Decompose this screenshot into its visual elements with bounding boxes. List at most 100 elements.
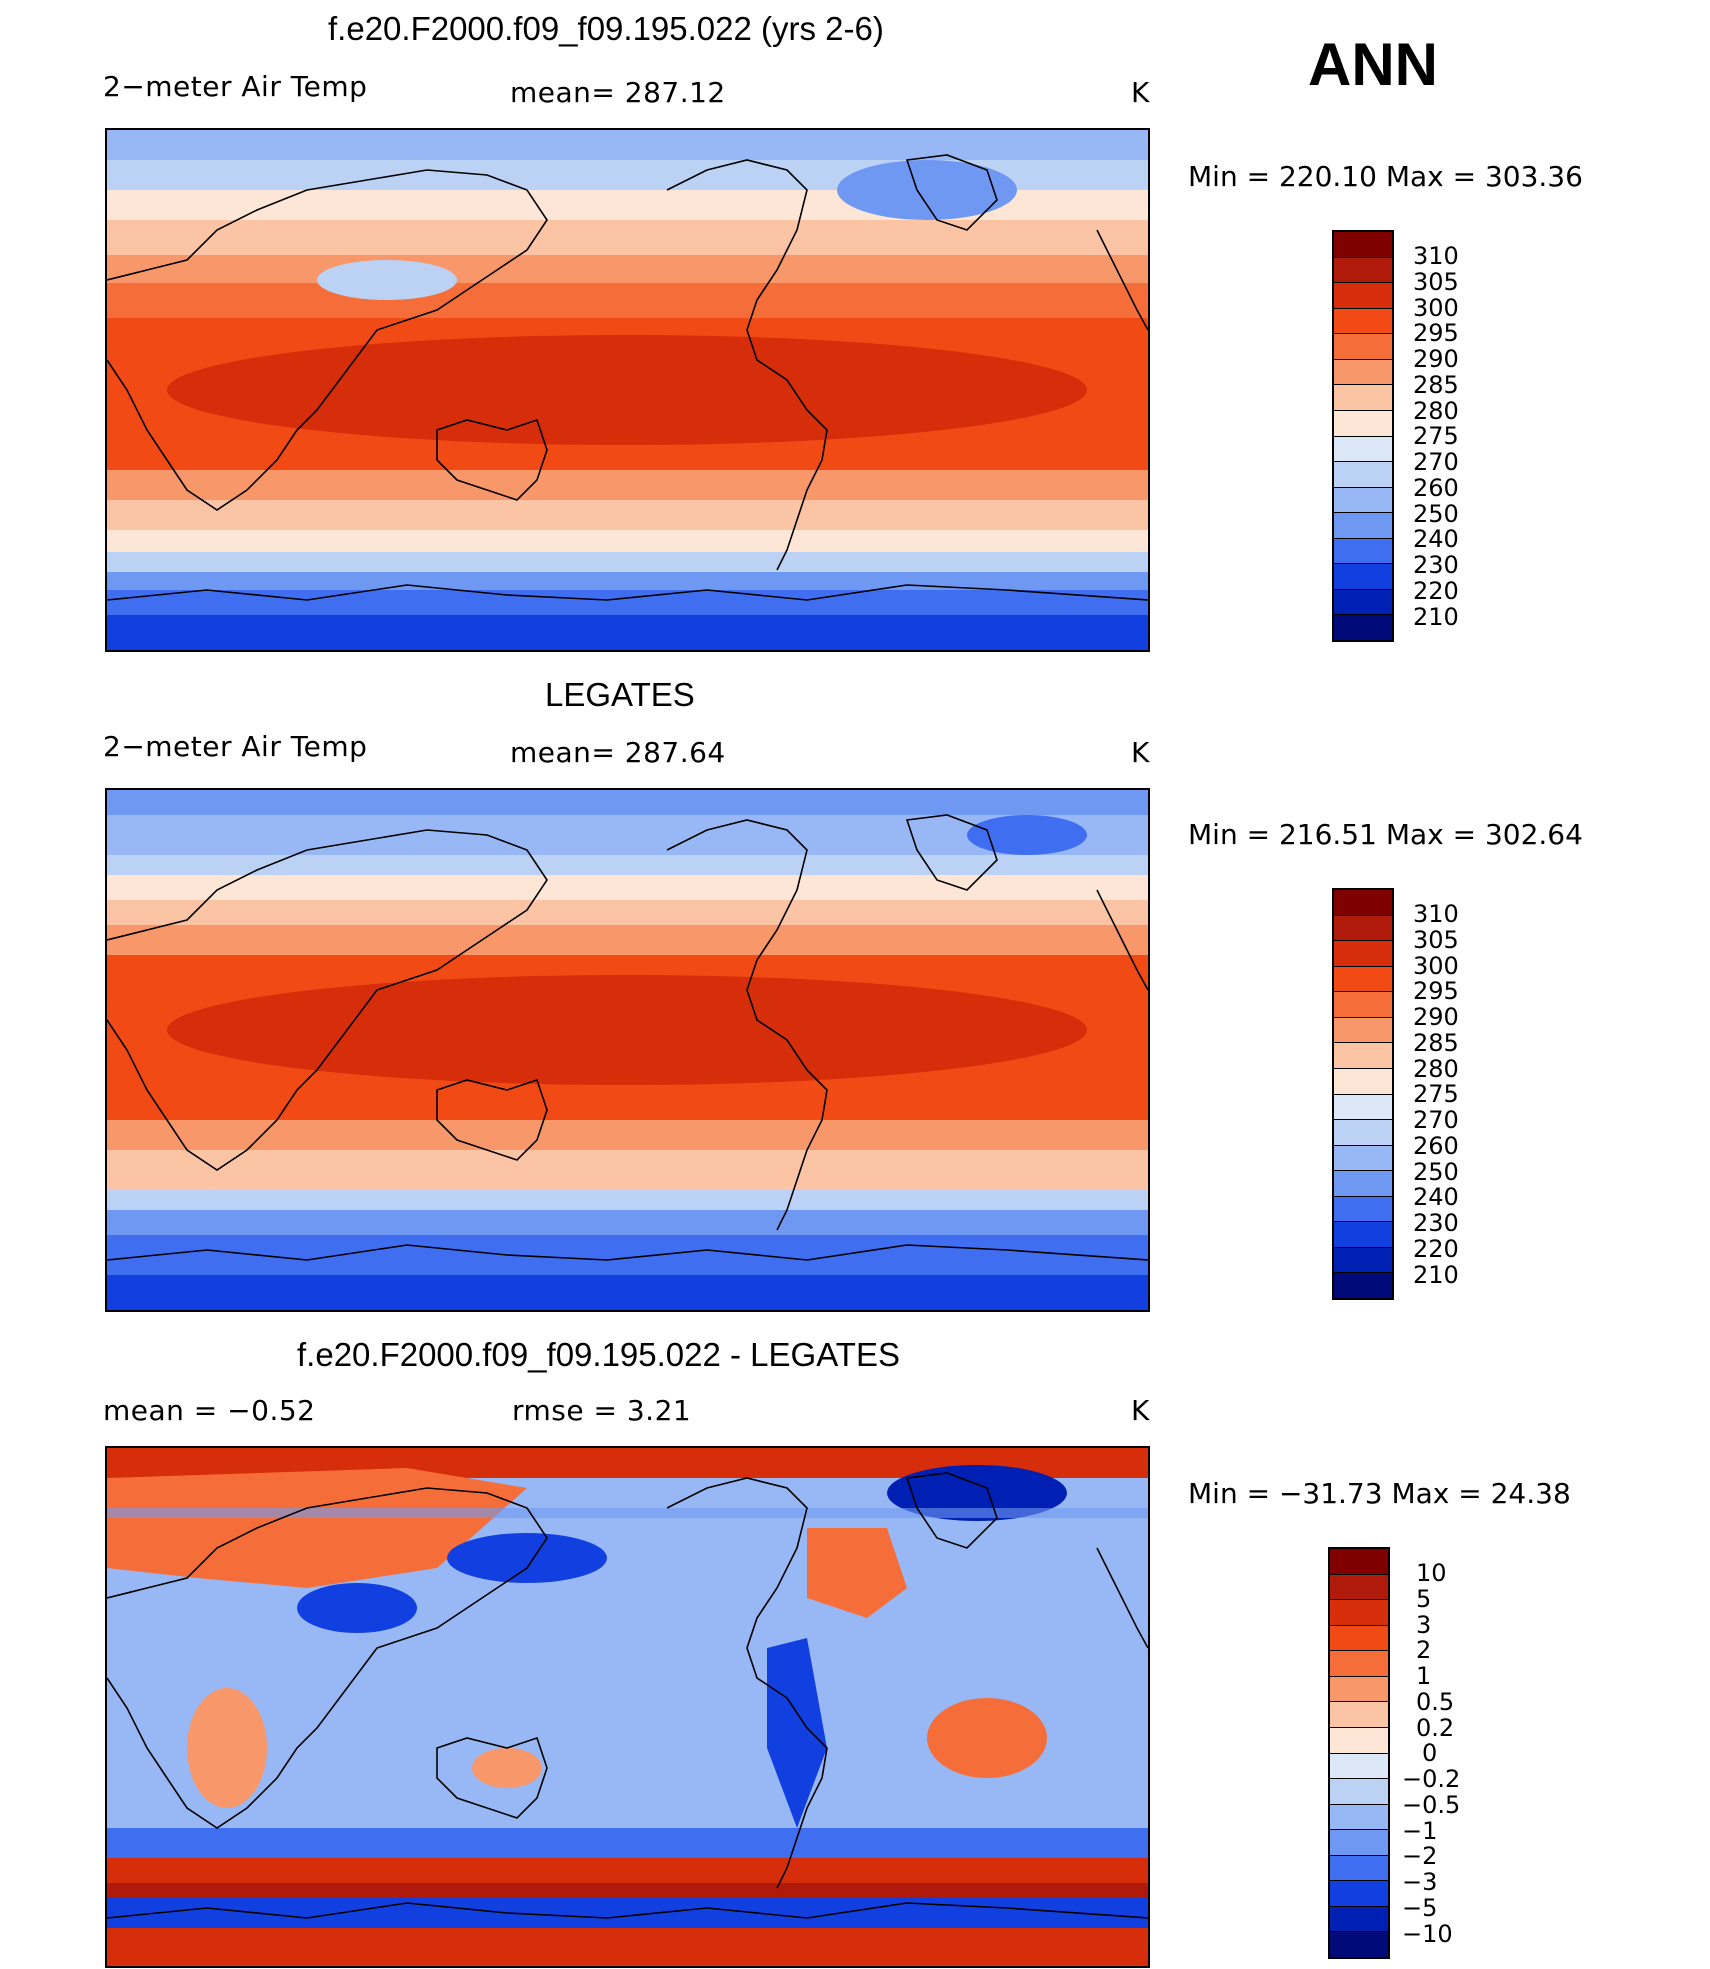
colorbar-label: 310 — [1413, 900, 1459, 928]
panel-3-greenland-cold — [887, 1465, 1067, 1521]
colorbar-segment — [1334, 1222, 1392, 1248]
colorbar-segment — [1334, 359, 1392, 386]
colorbar-label: 250 — [1413, 500, 1459, 528]
panel-1-minmax: Min = 220.10 Max = 303.36 — [1188, 160, 1583, 193]
panel-2-antarctic-interior — [107, 1275, 1148, 1310]
colorbar-segment — [1330, 1727, 1388, 1754]
panel-1-antarctic-interior — [107, 615, 1148, 650]
panel-3-map — [105, 1446, 1150, 1968]
colorbar-label: 1 — [1416, 1662, 1432, 1690]
panel-1-tibet-cool — [317, 260, 457, 300]
panel-3-mean-label: mean = −0.52 — [103, 1394, 316, 1427]
panel-2-map-svg — [107, 790, 1148, 1310]
panel-1-greenland-cool — [837, 160, 1017, 220]
colorbar-segment — [1334, 538, 1392, 565]
colorbar-segment — [1334, 1273, 1392, 1298]
colorbar-segment — [1334, 615, 1392, 640]
panel-3-africa-warm — [187, 1688, 267, 1808]
panel-3-southern-warm-band — [107, 1858, 1148, 1883]
colorbar-label: 2 — [1416, 1636, 1432, 1664]
panel-3-samerica-warm — [927, 1698, 1047, 1778]
panel-1-map-svg — [107, 130, 1148, 650]
panel-3-namerica-warm — [807, 1528, 907, 1618]
colorbar-segment — [1334, 436, 1392, 463]
colorbar-segment — [1330, 1906, 1388, 1933]
panel-1-north-mid-band — [107, 220, 1148, 255]
colorbar-label: 305 — [1413, 268, 1459, 296]
colorbar-label: 280 — [1413, 1055, 1459, 1083]
colorbar-label: 295 — [1413, 977, 1459, 1005]
colorbar-segment — [1334, 1120, 1392, 1146]
colorbar-segment — [1334, 1171, 1392, 1197]
panel-3-colorbar-labels: 10 5 3 2 1 0.5 0.2 0 −0.2 −0.5 −1 −2 −3 … — [1402, 1547, 1502, 1959]
colorbar-segment — [1334, 1017, 1392, 1044]
colorbar-segment — [1334, 890, 1392, 916]
panel-2-title: LEGATES — [545, 676, 695, 713]
panel-3-map-svg — [107, 1448, 1148, 1966]
colorbar-segment — [1334, 915, 1392, 942]
colorbar-segment — [1330, 1881, 1388, 1907]
colorbar-label: 305 — [1413, 926, 1459, 954]
colorbar-segment — [1330, 1625, 1388, 1652]
panel-1-coastlines — [107, 154, 1148, 601]
panel-1-map — [105, 128, 1150, 652]
colorbar-segment — [1330, 1651, 1388, 1677]
panel-3-coastlines — [107, 1472, 1148, 1919]
panel-2-coastlines — [107, 814, 1148, 1261]
colorbar-label: 250 — [1413, 1158, 1459, 1186]
colorbar-segment — [1330, 1702, 1388, 1728]
colorbar-segment — [1334, 1068, 1392, 1095]
colorbar-label: 230 — [1413, 551, 1459, 579]
panel-1-south-mid-band — [107, 500, 1148, 530]
panel-2-greenland-cool — [967, 815, 1087, 855]
colorbar-segment — [1334, 462, 1392, 488]
colorbar-label: 0.5 — [1416, 1688, 1455, 1716]
colorbar-segment — [1330, 1932, 1388, 1957]
panel-2-southern-cool-band — [107, 1190, 1148, 1210]
colorbar-label: 5 — [1416, 1585, 1432, 1613]
panel-2-warm-pool — [167, 975, 1087, 1085]
colorbar-label: 290 — [1413, 1003, 1459, 1031]
panel-2-units-label: K — [1131, 736, 1150, 769]
colorbar-label: 275 — [1413, 422, 1459, 450]
panel-1-variable-label: 2−meter Air Temp — [103, 70, 368, 103]
panel-1-units-label: K — [1131, 76, 1150, 109]
colorbar-segment — [1334, 1094, 1392, 1121]
colorbar-label: −10 — [1402, 1920, 1453, 1948]
colorbar-segment — [1334, 1043, 1392, 1069]
colorbar-segment — [1334, 410, 1392, 437]
colorbar-label: 285 — [1413, 1029, 1459, 1057]
colorbar-segment — [1334, 1145, 1392, 1172]
colorbar-segment — [1334, 513, 1392, 539]
panel-2-minmax: Min = 216.51 Max = 302.64 — [1188, 818, 1583, 851]
panel-1-southern-cool-band — [107, 552, 1148, 572]
colorbar-label: 0.2 — [1416, 1714, 1455, 1742]
colorbar-segment — [1334, 283, 1392, 309]
panel-3-ocean-band — [107, 1508, 1148, 1518]
panel-2-northern-band — [107, 875, 1148, 900]
colorbar-segment — [1334, 1247, 1392, 1274]
colorbar-label: 0 — [1422, 1739, 1438, 1767]
panel-2-north-warm-band — [107, 925, 1148, 955]
panel-1-arctic-band — [107, 130, 1148, 160]
colorbar-segment — [1334, 232, 1392, 258]
colorbar-label: 210 — [1413, 1261, 1459, 1289]
panel-1-mean-label: mean= 287.12 — [510, 76, 726, 109]
colorbar-segment — [1330, 1753, 1388, 1780]
colorbar-label: −3 — [1402, 1868, 1438, 1896]
colorbar-segment — [1334, 487, 1392, 514]
panel-2-colorbar — [1332, 888, 1394, 1300]
colorbar-segment — [1334, 564, 1392, 590]
panel-3-antarctic-warm — [107, 1928, 1148, 1966]
colorbar-label: −5 — [1402, 1894, 1438, 1922]
colorbar-label: 290 — [1413, 345, 1459, 373]
colorbar-label: 295 — [1413, 319, 1459, 347]
colorbar-segment — [1330, 1600, 1388, 1626]
colorbar-segment — [1334, 308, 1392, 335]
panel-2-north-mid-band — [107, 900, 1148, 925]
panel-1-antarctic-edge — [107, 572, 1148, 590]
panel-3-rmse-label: rmse = 3.21 — [512, 1394, 692, 1427]
colorbar-label: −2 — [1402, 1842, 1438, 1870]
colorbar-label: 260 — [1413, 474, 1459, 502]
colorbar-label: −1 — [1402, 1817, 1438, 1845]
